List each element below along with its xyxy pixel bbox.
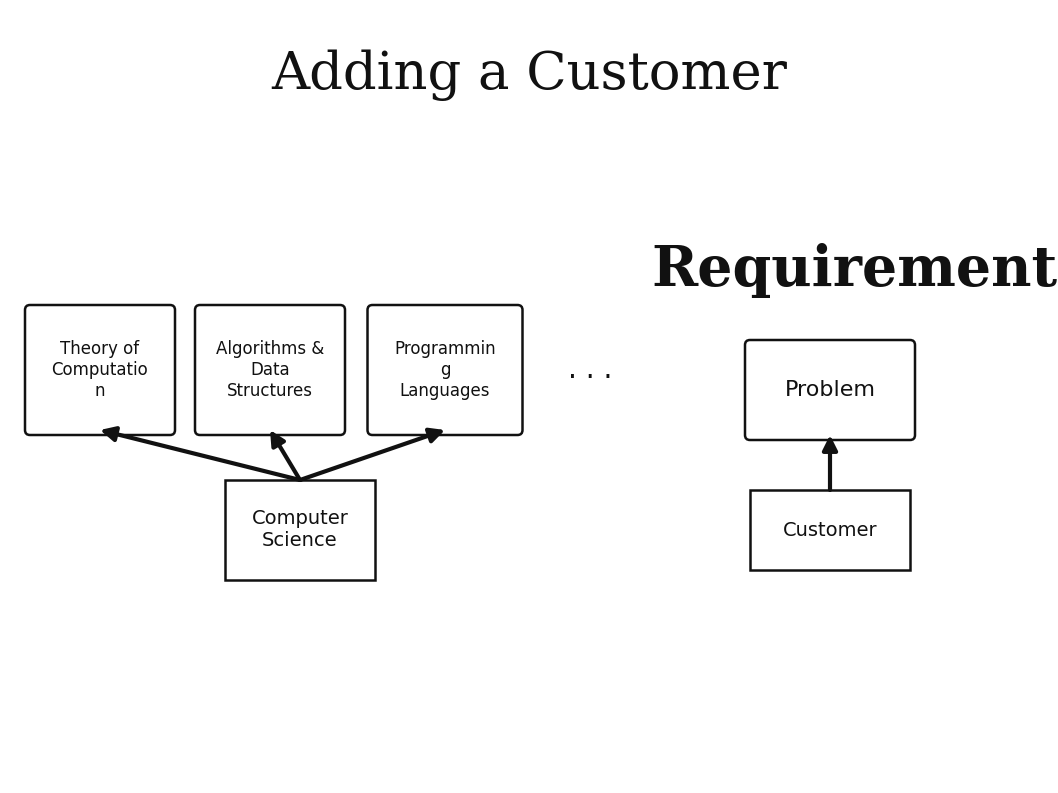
Text: Programmin
g
Languages: Programmin g Languages: [395, 340, 496, 400]
Text: . . .: . . .: [568, 356, 613, 384]
FancyBboxPatch shape: [750, 490, 910, 570]
Text: Requirements: Requirements: [652, 243, 1058, 297]
Text: Theory of
Computatio
n: Theory of Computatio n: [52, 340, 148, 400]
FancyBboxPatch shape: [367, 305, 523, 435]
Text: Problem: Problem: [784, 380, 876, 400]
FancyBboxPatch shape: [745, 340, 915, 440]
Text: Customer: Customer: [783, 520, 877, 539]
Text: Algorithms &
Data
Structures: Algorithms & Data Structures: [216, 340, 324, 400]
Text: Adding a Customer: Adding a Customer: [271, 49, 787, 101]
FancyBboxPatch shape: [225, 480, 375, 580]
FancyBboxPatch shape: [195, 305, 345, 435]
FancyBboxPatch shape: [25, 305, 175, 435]
Text: Computer
Science: Computer Science: [252, 509, 348, 550]
